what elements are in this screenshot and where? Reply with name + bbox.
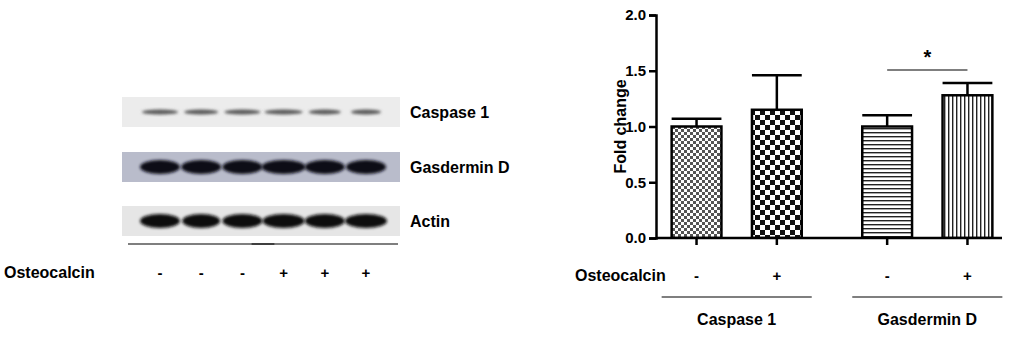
group-label: Caspase 1: [697, 311, 776, 328]
x-tick-mark: [886, 238, 889, 245]
y-tick: 2.0: [625, 6, 656, 23]
lane-label: -: [158, 264, 163, 281]
error-bar-stem: [886, 115, 889, 126]
blot-row-label: Actin: [410, 213, 450, 230]
y-tick-mark: [649, 237, 656, 240]
y-axis-line: [649, 16, 657, 239]
error-bar: [672, 119, 722, 127]
blot-band: [222, 214, 262, 228]
y-tick: 1.0: [625, 118, 656, 135]
y-tick-mark: [649, 182, 656, 185]
y-tick-mark: [649, 126, 656, 129]
blot-band: [262, 160, 306, 174]
blot-band: [345, 214, 387, 228]
y-tick-mark: [649, 70, 656, 73]
bar-chart: 0.0 0.5 1.0 1.5 2.0 Fold change - + Caspase 1 - + G…: [575, 6, 1002, 328]
y-tick-label: 0.5: [625, 174, 646, 191]
x-axis-line: [656, 237, 1002, 240]
y-axis: 0.0 0.5 1.0 1.5 2.0: [625, 6, 656, 246]
bar: [672, 127, 722, 239]
blot-band: [140, 160, 180, 174]
blot-band: [222, 160, 262, 174]
figure: Caspase 1 Gasdermin D Actin - - - + + + Osteocalc…: [0, 0, 1020, 337]
x-tick-label: -: [885, 267, 890, 284]
blot-band: [305, 160, 345, 174]
y-tick-label: 1.5: [625, 62, 646, 79]
plot-area: [672, 75, 993, 238]
blot-strip: [122, 97, 400, 127]
y-tick: 0.5: [625, 174, 656, 191]
y-tick-label: 0.0: [625, 229, 646, 246]
error-bar: [862, 115, 912, 126]
treatment-label: Osteocalcin: [4, 264, 95, 281]
x-tick-label: -: [694, 267, 699, 284]
blot-strip: [122, 152, 400, 182]
error-bar: [943, 83, 993, 95]
group-label: Gasdermin D: [878, 311, 978, 328]
y-tick-mark: [649, 14, 656, 17]
bar: [752, 110, 802, 238]
blot-band: [346, 160, 386, 174]
blot-band: [224, 110, 260, 115]
blot-band: [265, 110, 303, 115]
error-bar-cap: [943, 82, 993, 85]
error-bar: [752, 75, 802, 110]
x-tick-mark: [695, 238, 698, 245]
blot-band: [140, 214, 180, 228]
bar: [862, 127, 912, 239]
error-bar-stem: [966, 83, 969, 95]
blot-band: [142, 110, 178, 115]
lane-group-line: [252, 243, 398, 244]
significance-label: *: [923, 46, 931, 68]
blot-band: [184, 110, 218, 115]
group-line: [852, 296, 1002, 297]
blot-row-label: Gasdermin D: [410, 159, 510, 176]
x-tick-label: +: [772, 267, 781, 284]
blot-band: [182, 214, 220, 228]
x-tick-label: +: [963, 267, 972, 284]
blot-band: [181, 160, 221, 174]
error-bar-stem: [776, 75, 779, 110]
blot-band: [305, 214, 345, 228]
lane-label: +: [279, 264, 288, 281]
error-bar-cap: [672, 117, 722, 120]
lane-label: +: [362, 264, 371, 281]
blot-band: [263, 214, 305, 228]
lane-label: -: [240, 264, 245, 281]
group-line: [662, 296, 812, 297]
lane-label: +: [320, 264, 329, 281]
error-bar-cap: [862, 114, 912, 117]
bar: [943, 95, 993, 238]
y-tick: 0.0: [625, 229, 656, 246]
y-axis-title: Fold change: [612, 79, 629, 173]
x-tick-mark: [966, 238, 969, 245]
lane-label: -: [199, 264, 204, 281]
y-tick: 1.5: [625, 62, 656, 79]
significance-line: [887, 69, 967, 70]
y-tick-label: 2.0: [625, 6, 646, 23]
error-bar-cap: [752, 74, 802, 77]
western-blot: Caspase 1 Gasdermin D Actin - - - + + + Osteocalc…: [4, 97, 510, 281]
blot-row-label: Caspase 1: [410, 104, 489, 121]
x-tick-mark: [776, 238, 779, 245]
blot-band: [309, 110, 341, 115]
x-axis-title: Osteocalcin: [575, 267, 666, 284]
blot-band: [351, 110, 381, 115]
blot-strip: [122, 206, 400, 236]
